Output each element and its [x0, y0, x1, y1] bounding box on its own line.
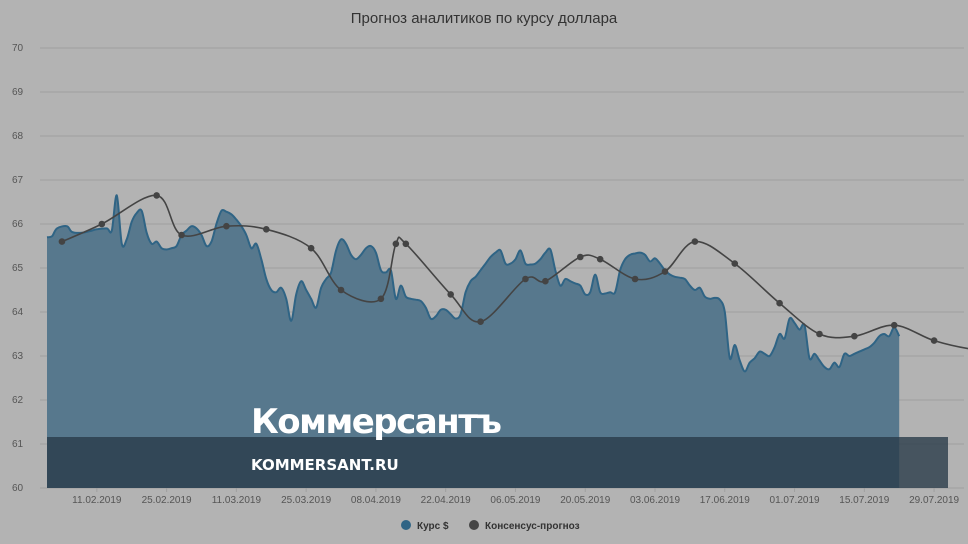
- x-tick-label: 29.07.2019: [909, 495, 959, 506]
- y-tick-label: 65: [12, 263, 24, 274]
- area-layer: [46, 194, 901, 488]
- chart-title: Прогноз аналитиков по курсу доллара: [350, 10, 618, 27]
- y-tick-label: 62: [12, 395, 24, 406]
- consensus-point[interactable]: [402, 240, 410, 248]
- consensus-point[interactable]: [576, 253, 584, 261]
- watermark-logo: Коммерсантъ: [251, 402, 502, 442]
- series-line-consensus: [61, 194, 968, 350]
- x-tick-label: 08.04.2019: [351, 495, 401, 506]
- legend: Курс $ Консенсус-прогноз: [401, 520, 580, 532]
- axis-layer: 60 61 62 63 64 65 66 67 68 69 70 11.02.2019 25.02.20…: [12, 43, 960, 506]
- consensus-point[interactable]: [776, 299, 783, 307]
- x-tick-label: 06.05.2019: [490, 495, 540, 506]
- legend-label[interactable]: Консенсус-прогноз: [485, 521, 580, 532]
- x-tick-label: 20.05.2019: [560, 495, 610, 506]
- legend-marker[interactable]: [401, 520, 411, 530]
- consensus-point[interactable]: [691, 238, 699, 245]
- consensus-point[interactable]: [477, 318, 484, 325]
- legend-label[interactable]: Курс $: [417, 521, 449, 532]
- watermark-band: [47, 437, 948, 488]
- y-tick-label: 60: [12, 483, 24, 494]
- line-layer: [58, 192, 968, 350]
- consensus-point[interactable]: [377, 295, 385, 303]
- consensus-point[interactable]: [337, 286, 345, 294]
- consensus-point[interactable]: [890, 321, 898, 329]
- consensus-point[interactable]: [392, 240, 400, 248]
- consensus-point[interactable]: [816, 330, 823, 338]
- consensus-point[interactable]: [661, 268, 669, 275]
- series-line-kurs: [46, 194, 901, 373]
- y-tick-label: 64: [12, 307, 24, 318]
- consensus-point[interactable]: [542, 277, 549, 285]
- y-tick-label: 68: [12, 131, 24, 142]
- y-tick-label: 67: [12, 175, 24, 186]
- y-tick-label: 70: [12, 43, 24, 54]
- x-tick-label: 11.03.2019: [212, 495, 262, 506]
- consensus-point[interactable]: [58, 238, 66, 245]
- consensus-point[interactable]: [98, 220, 106, 228]
- consensus-point[interactable]: [851, 332, 858, 340]
- consensus-point[interactable]: [223, 222, 230, 230]
- consensus-point[interactable]: [731, 260, 739, 267]
- watermark-url: KOMMERSANT.RU: [251, 456, 399, 474]
- x-tick-label: 25.03.2019: [281, 495, 331, 506]
- x-tick-label: 11.02.2019: [72, 495, 122, 506]
- series-area-kurs: [47, 195, 900, 488]
- y-tick-label: 66: [12, 219, 24, 230]
- consensus-point[interactable]: [447, 291, 454, 298]
- x-tick-label: 01.07.2019: [770, 495, 820, 506]
- x-tick-label: 22.04.2019: [421, 495, 471, 506]
- consensus-point[interactable]: [522, 275, 529, 283]
- x-tick-label: 15.07.2019: [839, 495, 889, 506]
- consensus-point[interactable]: [178, 231, 185, 239]
- consensus-point[interactable]: [153, 192, 160, 199]
- y-tick-label: 63: [12, 351, 24, 362]
- consensus-point[interactable]: [596, 255, 604, 263]
- consensus-point[interactable]: [631, 275, 639, 283]
- y-tick-label: 69: [12, 87, 24, 98]
- y-tick-label: 61: [12, 439, 24, 450]
- x-tick-label: 25.02.2019: [142, 495, 192, 506]
- consensus-point[interactable]: [307, 244, 315, 252]
- legend-marker[interactable]: [469, 520, 479, 530]
- consensus-point[interactable]: [262, 225, 270, 233]
- x-tick-label: 03.06.2019: [630, 495, 680, 506]
- consensus-point[interactable]: [930, 337, 938, 344]
- x-tick-label: 17.06.2019: [700, 495, 750, 506]
